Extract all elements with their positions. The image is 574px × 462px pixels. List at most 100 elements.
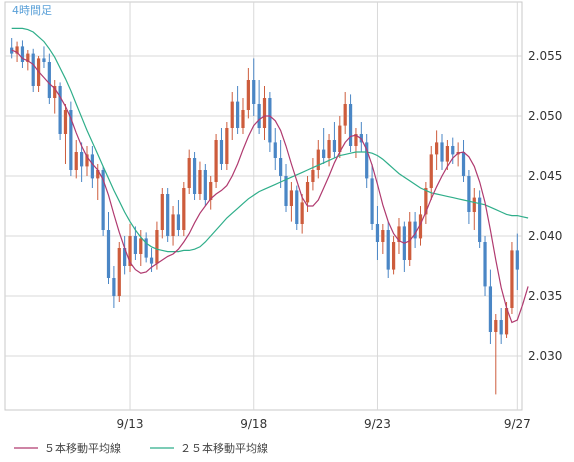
candle-body xyxy=(305,182,310,203)
candle-body xyxy=(311,170,315,182)
candle-body xyxy=(15,46,19,54)
candle-body xyxy=(192,158,197,194)
candle-body xyxy=(370,178,374,224)
candle-body xyxy=(472,197,476,212)
candle-body xyxy=(85,154,89,167)
candle-body xyxy=(338,125,342,152)
candle-body xyxy=(510,250,514,308)
legend-ma5-label: ５本移動平均線 xyxy=(44,441,121,455)
candle-body xyxy=(268,98,272,143)
candle-body xyxy=(203,170,207,200)
candle-body xyxy=(214,140,218,182)
x-tick-label: 9/18 xyxy=(240,417,267,431)
plot-frame xyxy=(4,1,523,411)
candle-body xyxy=(171,214,175,236)
candle-body xyxy=(219,140,224,164)
candle-body xyxy=(488,286,493,332)
candle-body xyxy=(209,182,213,200)
x-tick-label: 9/13 xyxy=(117,417,144,431)
candle-body xyxy=(483,242,487,287)
y-tick-label: 2.030 xyxy=(528,349,562,363)
candle-body xyxy=(160,194,164,230)
candle-body xyxy=(63,110,68,134)
ma25-line xyxy=(11,27,529,253)
candle-body xyxy=(47,62,51,98)
y-tick-label: 2.050 xyxy=(528,109,562,123)
candle-body xyxy=(80,152,84,167)
x-tick-label: 9/23 xyxy=(364,417,391,431)
candle-body xyxy=(467,176,471,212)
candle-body xyxy=(343,104,347,126)
candle-body xyxy=(289,190,294,206)
candle-body xyxy=(31,53,35,86)
y-axis-labels: 2.030 2.035 2.040 2.045 2.050 2.055 xyxy=(528,49,562,363)
candle-body xyxy=(123,248,127,266)
candle-body xyxy=(279,158,283,176)
candle-body xyxy=(106,230,111,278)
candle-body xyxy=(391,242,396,270)
candle-body xyxy=(133,236,138,254)
candle-body xyxy=(316,149,320,170)
candle-body xyxy=(300,202,304,224)
candle-body xyxy=(96,170,100,179)
candle-body xyxy=(198,170,202,194)
candle-body xyxy=(354,134,358,146)
candle-body xyxy=(429,154,433,188)
candle-body xyxy=(295,190,299,224)
candle-body xyxy=(365,142,369,179)
candle-body xyxy=(375,224,380,242)
candle-body xyxy=(478,197,482,242)
y-tick-label: 2.055 xyxy=(528,49,562,63)
y-tick-label: 2.040 xyxy=(528,229,562,243)
candle-body xyxy=(332,140,337,152)
candle-body xyxy=(144,238,148,258)
candle-body xyxy=(58,86,62,134)
candle-body xyxy=(187,158,191,188)
candle-body xyxy=(225,128,229,164)
candle-body xyxy=(117,248,121,296)
legend-ma25-label: ２５本移動平均線 xyxy=(180,441,268,455)
candle-body xyxy=(445,146,449,162)
timeframe-label: 4時間足 xyxy=(12,4,52,17)
candle-body xyxy=(499,320,503,335)
candle-body xyxy=(241,110,245,128)
candle-body xyxy=(440,142,444,162)
candle-body xyxy=(155,230,159,264)
legend: ５本移動平均線 ２５本移動平均線 xyxy=(14,441,268,455)
candle-body xyxy=(348,104,353,146)
candle-body xyxy=(90,154,94,179)
y-tick-label: 2.035 xyxy=(528,289,562,303)
candle-body xyxy=(381,230,385,242)
candle-body xyxy=(149,257,154,264)
candle-body xyxy=(494,320,498,332)
x-tick-label: 9/27 xyxy=(504,417,531,431)
candle-body xyxy=(53,86,57,98)
candle-body xyxy=(284,176,288,206)
x-axis-labels: 9/13 9/18 9/23 9/27 xyxy=(117,417,531,431)
candle-body xyxy=(101,170,105,230)
candle-body xyxy=(230,101,234,128)
candle-body xyxy=(397,226,401,242)
candle-body xyxy=(435,142,439,155)
candle-body xyxy=(112,278,116,296)
candle-body xyxy=(69,110,73,170)
y-tick-label: 2.045 xyxy=(528,169,562,183)
candle-body xyxy=(20,46,25,62)
candle-body xyxy=(235,101,240,128)
candle-body xyxy=(42,58,46,62)
candle-body xyxy=(74,152,78,170)
candle-body xyxy=(166,194,170,236)
candle-body xyxy=(182,188,186,230)
candle-body xyxy=(246,80,250,110)
candle-body xyxy=(327,140,331,158)
candle-body xyxy=(273,142,277,158)
candle-body xyxy=(515,250,519,270)
candle-body xyxy=(176,214,181,230)
candle-body xyxy=(257,104,261,128)
candle-body xyxy=(139,238,143,254)
candle-body xyxy=(26,53,30,62)
candlestick-series xyxy=(10,38,519,395)
candle-body xyxy=(386,230,390,270)
candle-body xyxy=(418,214,423,239)
